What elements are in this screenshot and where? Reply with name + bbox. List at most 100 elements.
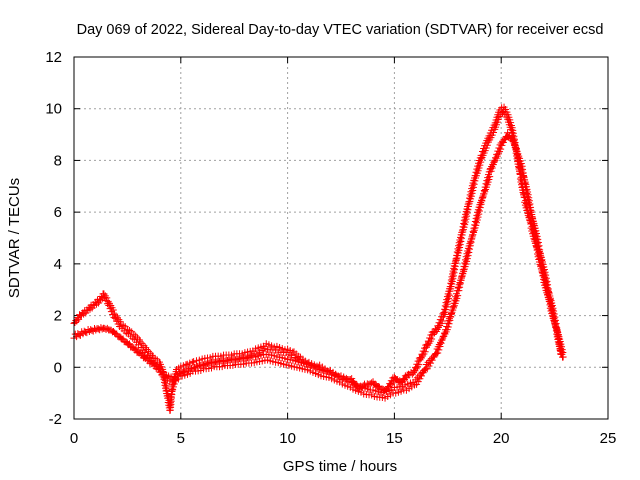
y-tick-label: 10 <box>45 101 62 118</box>
data-point <box>543 277 551 285</box>
data-point <box>475 207 483 215</box>
y-tick-label: 8 <box>54 152 62 169</box>
y-tick-label: 12 <box>45 49 62 66</box>
data-point <box>494 115 502 123</box>
data-point <box>454 292 462 300</box>
x-tick-label: 20 <box>493 430 510 447</box>
data-point <box>174 375 182 383</box>
data-point <box>434 349 442 357</box>
data-point <box>486 173 494 181</box>
data-point <box>550 307 558 315</box>
data-point <box>475 210 483 218</box>
data-point <box>461 218 469 226</box>
data-point <box>416 375 424 383</box>
plot-frame <box>73 56 609 420</box>
data-point <box>477 158 485 166</box>
data-point <box>457 238 465 246</box>
data-point <box>456 244 464 252</box>
data-point <box>465 248 473 256</box>
data-point <box>109 306 117 314</box>
data-point <box>445 291 453 299</box>
data-point <box>456 241 464 249</box>
data-point <box>155 364 163 372</box>
data-point <box>463 255 471 263</box>
data-point <box>476 161 484 169</box>
data-point <box>468 189 476 197</box>
data-point <box>428 335 436 343</box>
data-point <box>387 381 395 389</box>
data-point <box>490 128 498 136</box>
data-point <box>551 316 559 324</box>
data-point <box>525 197 533 205</box>
data-point <box>507 119 515 127</box>
data-point <box>443 300 451 308</box>
data-point <box>474 213 482 221</box>
data-point <box>420 366 428 374</box>
series-1 <box>70 129 567 402</box>
data-point <box>170 380 178 388</box>
y-tick-label: -2 <box>49 411 62 428</box>
data-point <box>495 113 503 121</box>
data-point <box>143 346 151 354</box>
x-tick-label: 5 <box>177 430 185 447</box>
data-point <box>483 141 491 149</box>
data-point <box>534 235 542 243</box>
data-point <box>525 194 533 202</box>
data-point <box>428 356 436 364</box>
data-point <box>450 269 458 277</box>
data-point <box>550 310 558 318</box>
data-point <box>438 336 446 344</box>
data-point <box>488 164 496 172</box>
data-point <box>559 353 567 361</box>
data-point <box>505 132 513 140</box>
data-point <box>526 200 534 208</box>
data-point <box>542 274 550 282</box>
data-point <box>473 216 481 224</box>
data-point <box>162 383 170 391</box>
data-point <box>136 338 144 346</box>
data-point <box>148 351 156 359</box>
data-point <box>408 370 416 378</box>
data-point <box>103 294 111 302</box>
data-point <box>75 315 83 323</box>
data-point <box>551 313 559 321</box>
data-point <box>464 252 472 260</box>
data-point <box>287 351 295 359</box>
chart-title: Day 069 of 2022, Sidereal Day-to-day VTE… <box>77 22 604 38</box>
data-point <box>190 358 198 366</box>
data-point <box>418 372 426 380</box>
ticks: 0 5 10 15 20 25 -2 0 2 4 6 8 10 12 <box>45 49 616 447</box>
data-point <box>524 191 532 199</box>
data-point <box>499 139 507 147</box>
data-point <box>469 186 477 194</box>
data-point <box>533 232 541 240</box>
data-point <box>414 378 422 386</box>
data-point <box>497 145 505 153</box>
y-tick-label: 6 <box>54 204 62 221</box>
data-point <box>435 346 443 354</box>
y-tick-label: 2 <box>54 308 62 325</box>
data-points <box>70 103 567 414</box>
x-tick-label: 25 <box>600 430 617 447</box>
data-point <box>449 272 457 280</box>
data-point <box>425 362 433 370</box>
data-point <box>429 330 437 338</box>
data-point <box>112 312 120 320</box>
data-point <box>451 266 459 274</box>
data-point <box>444 297 452 305</box>
data-point <box>463 209 471 217</box>
data-point <box>463 257 471 265</box>
data-point <box>427 359 435 367</box>
x-tick-label: 15 <box>386 430 403 447</box>
data-point <box>421 348 429 356</box>
x-tick-label: 0 <box>70 430 78 447</box>
data-point <box>162 380 170 388</box>
data-point <box>400 375 408 383</box>
data-point <box>501 134 509 142</box>
y-axis-title: SDTVAR / TECUs <box>6 178 23 298</box>
data-point <box>436 343 444 351</box>
y-tick-label: 0 <box>54 359 62 376</box>
data-point <box>437 339 445 347</box>
data-point <box>111 310 119 318</box>
